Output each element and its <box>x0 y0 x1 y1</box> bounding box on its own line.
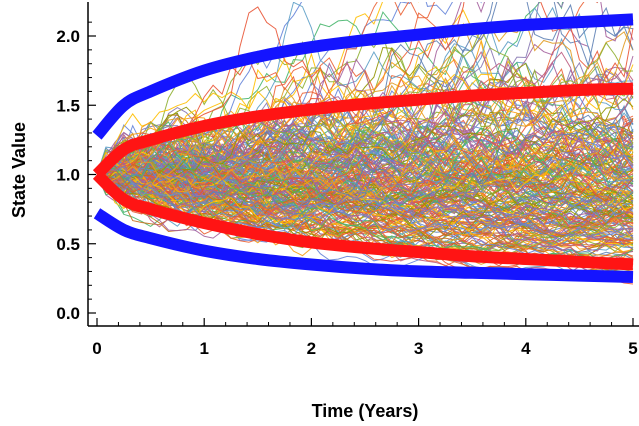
sample-path <box>96 19 634 178</box>
sample-path <box>96 172 634 238</box>
sample-path <box>96 171 634 248</box>
sample-path <box>96 132 634 251</box>
sample-path <box>96 61 634 184</box>
x-axis-title: Time (Years) <box>312 401 419 421</box>
sample-path <box>96 122 634 215</box>
sample-path <box>96 2 634 213</box>
x-tick-label: 2 <box>307 339 316 358</box>
blue-band-upper <box>92 13 634 140</box>
x-tick-label: 4 <box>521 339 531 358</box>
sample-path <box>96 154 634 204</box>
axes <box>87 2 639 327</box>
red-band-upper <box>92 82 634 179</box>
sample-path <box>96 119 634 234</box>
x-tick-label: 3 <box>414 339 423 358</box>
y-tick-label: 1.5 <box>56 96 80 115</box>
y-axis-title: State Value <box>9 122 29 218</box>
red-band-lower <box>92 170 634 271</box>
sample-path <box>96 60 634 189</box>
sample-paths <box>96 2 634 285</box>
confidence-bands <box>92 13 634 283</box>
x-tick-label: 0 <box>92 339 101 358</box>
sample-path <box>96 115 634 182</box>
sample-path <box>96 99 634 209</box>
blue-band-lower <box>93 208 634 283</box>
sample-path <box>96 111 634 184</box>
sample-path <box>96 121 634 203</box>
sample-path <box>96 69 634 193</box>
y-tick-label: 2.0 <box>56 27 80 46</box>
y-tick-label: 1.0 <box>56 166 80 185</box>
tick-labels: 0 1 2 3 4 5 0.0 0.5 1.0 1.5 2.0 <box>56 27 637 358</box>
y-tick-label: 0.5 <box>56 235 80 254</box>
y-tick-label: 0.0 <box>56 304 80 323</box>
x-tick-label: 5 <box>628 339 637 358</box>
sample-path <box>96 2 598 175</box>
sample-path <box>96 153 634 238</box>
sample-path <box>96 120 634 184</box>
sample-path <box>96 165 634 228</box>
sample-path <box>96 123 634 216</box>
x-tick-label: 1 <box>199 339 208 358</box>
sample-path <box>96 174 634 223</box>
